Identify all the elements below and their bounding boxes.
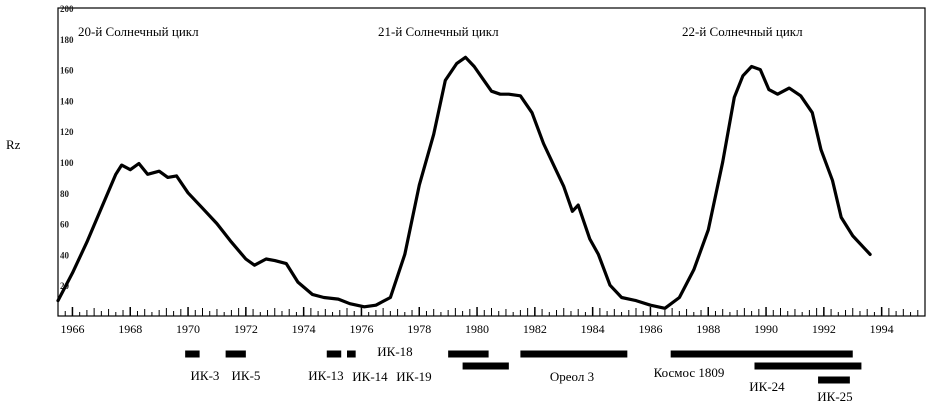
x-tick-label: 1990 (754, 322, 778, 336)
x-tick-label: 1986 (638, 322, 662, 336)
y-tick-label: 160 (60, 66, 74, 76)
mission-label: Космос 1809 (654, 365, 725, 380)
plot-frame (57, 7, 926, 317)
mission-bar (225, 350, 246, 358)
x-tick-label: 1968 (118, 322, 142, 336)
x-axis-ticks: 1966 1968 1970 1972 1974 1976 1978 1980 1982 1984… (60, 307, 894, 336)
mission-label: Ореол 3 (550, 369, 594, 384)
y-tick-label: 80 (60, 189, 70, 199)
x-minor-ticks (57, 308, 926, 316)
y-tick-label: 200 (60, 4, 74, 14)
cycle-20-label: 20-й Солнечный цикл (78, 24, 199, 39)
mission-label: ИК-19 (396, 369, 431, 384)
mission-bar (670, 350, 853, 358)
y-tick-label: 120 (60, 127, 74, 137)
x-tick-label: 1966 (60, 322, 84, 336)
x-tick-label: 1984 (581, 322, 605, 336)
series-group (56, 55, 872, 310)
x-tick-label: 1992 (812, 322, 836, 336)
x-tick-label: 1988 (696, 322, 720, 336)
x-tick-label: 1994 (870, 322, 894, 336)
mission-bars: ИК-3 ИК-5 ИК-13 ИК-14 ИК-18 Ореол 3 Космос 180… (185, 344, 862, 404)
mission-label: ИК-18 (377, 344, 412, 359)
mission-label: ИК-14 (352, 369, 388, 384)
mission-label: ИК-25 (817, 389, 852, 404)
mission-bar (818, 376, 850, 384)
mission-label: ИК-13 (308, 368, 343, 383)
y-tick-label: 180 (60, 35, 74, 45)
mission-bar (520, 350, 628, 358)
cycle-21-label: 21-й Солнечный цикл (378, 24, 499, 39)
mission-bar (185, 350, 200, 358)
y-tick-label: 140 (60, 96, 74, 106)
mission-label: ИК-3 (191, 368, 220, 383)
cycle-22-label: 22-й Солнечный цикл (682, 24, 803, 39)
mission-bar (326, 350, 342, 358)
mission-bar (448, 350, 489, 358)
y-tick-label: 100 (60, 158, 74, 168)
mission-label: ИК-5 (232, 368, 261, 383)
x-tick-label: 1982 (523, 322, 547, 336)
mission-bar (754, 362, 862, 370)
mission-label: ИК-24 (749, 379, 785, 394)
x-tick-label: 1980 (465, 322, 489, 336)
y-tick-label: 60 (60, 220, 70, 230)
mission-bar (347, 350, 356, 358)
x-tick-label: 1976 (349, 322, 373, 336)
sunspot-series-line (56, 55, 872, 310)
x-tick-label: 1970 (176, 322, 200, 336)
y-tick-label: 40 (60, 250, 70, 260)
x-tick-label: 1974 (292, 322, 316, 336)
y-axis-label: Rz (6, 137, 21, 152)
mission-bar (462, 362, 509, 370)
x-tick-label: 1978 (407, 322, 431, 336)
x-tick-label: 1972 (234, 322, 258, 336)
